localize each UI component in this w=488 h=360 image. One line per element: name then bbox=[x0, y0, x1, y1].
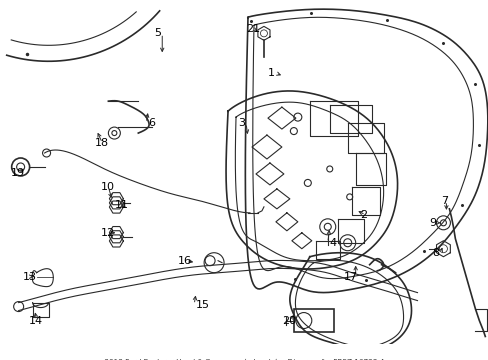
Text: 21: 21 bbox=[245, 24, 260, 34]
Text: 14: 14 bbox=[29, 315, 42, 325]
Text: 20: 20 bbox=[281, 315, 295, 325]
Text: 5: 5 bbox=[154, 28, 161, 39]
Text: 17: 17 bbox=[343, 272, 357, 282]
Text: 18: 18 bbox=[94, 138, 108, 148]
Text: 11: 11 bbox=[114, 200, 128, 210]
Text: 9: 9 bbox=[428, 218, 436, 228]
Bar bbox=[293, 309, 333, 333]
Text: 7: 7 bbox=[440, 196, 447, 206]
Text: 13: 13 bbox=[22, 272, 37, 282]
Text: 19: 19 bbox=[11, 168, 25, 178]
Text: 2: 2 bbox=[360, 210, 367, 220]
Text: 6: 6 bbox=[148, 118, 155, 128]
Text: 16: 16 bbox=[178, 256, 192, 266]
Text: 4: 4 bbox=[329, 238, 336, 248]
Text: 15: 15 bbox=[196, 300, 210, 310]
Text: 12: 12 bbox=[100, 228, 114, 238]
Text: 8: 8 bbox=[431, 248, 439, 258]
Text: 1: 1 bbox=[267, 68, 274, 78]
Text: 2018 Ford Explorer Hood & Components Insulator Diagram for FB5Z-16738-A: 2018 Ford Explorer Hood & Components Ins… bbox=[104, 359, 384, 360]
Text: 3: 3 bbox=[238, 118, 244, 128]
Text: 10: 10 bbox=[100, 182, 114, 192]
